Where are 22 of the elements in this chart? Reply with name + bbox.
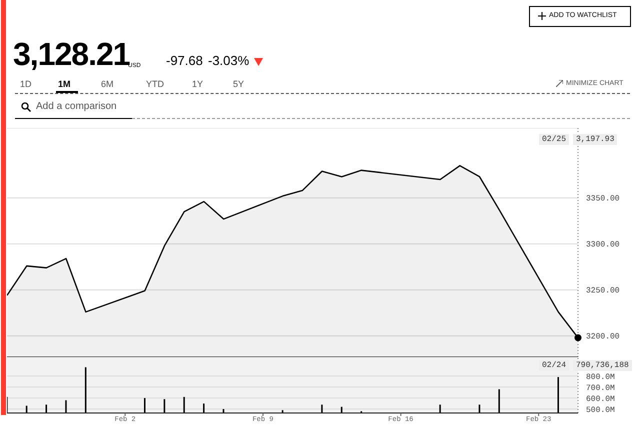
text: 1D — [20, 79, 32, 89]
y-tick-label: 800.0M — [586, 372, 616, 382]
annotation: 3,197.93 — [573, 134, 618, 145]
y-tick-label: 3300.00 — [586, 240, 620, 250]
text: 6M — [101, 79, 114, 89]
y-tick-label: 600.0M — [586, 394, 616, 404]
text: -3.03% — [208, 53, 250, 68]
y-tick-label: 3200.00 — [586, 332, 620, 342]
annotation: 02/25 — [538, 134, 569, 145]
text: YTD — [146, 79, 164, 89]
chart-title: 3,128.21 — [13, 36, 130, 73]
text: 1M — [58, 79, 71, 89]
text: 5Y — [233, 79, 244, 89]
annotation: 790,736,188 — [573, 360, 632, 371]
y-tick-label: 3350.00 — [586, 194, 620, 204]
text: Add a comparison — [36, 101, 117, 112]
y-tick-label: 500.0M — [586, 406, 616, 415]
y-tick-label: 700.0M — [586, 384, 616, 393]
text: 1Y — [192, 79, 204, 89]
y-tick-label: 3250.00 — [586, 286, 620, 296]
annotation: 02/24 — [538, 360, 569, 371]
text: -97.68 — [166, 53, 203, 68]
